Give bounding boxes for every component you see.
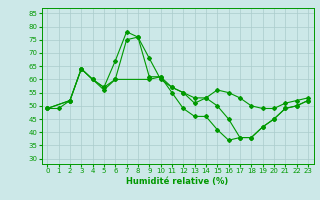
X-axis label: Humidité relative (%): Humidité relative (%) [126,177,229,186]
